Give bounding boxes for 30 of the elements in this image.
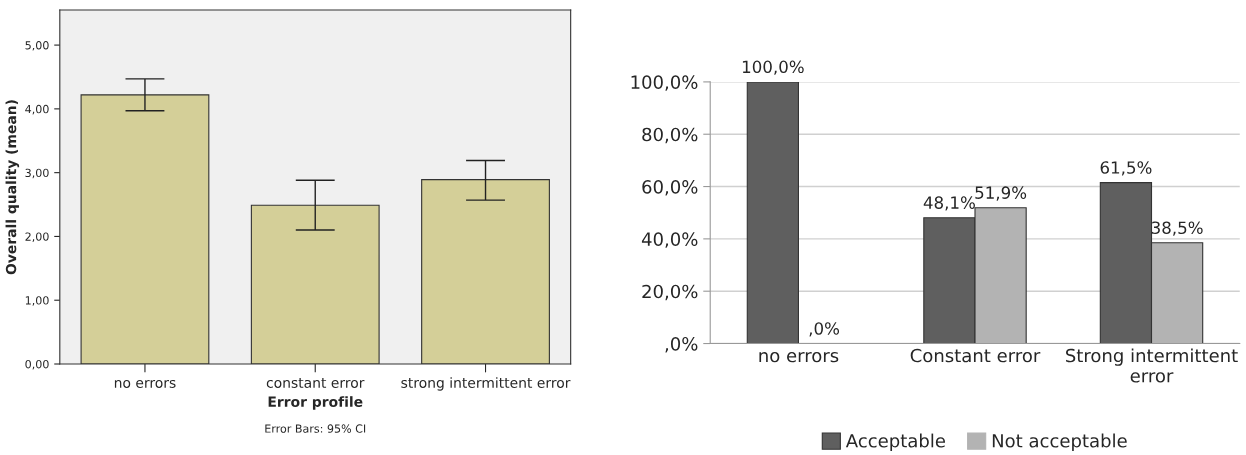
x-tick-label: no errors bbox=[759, 351, 839, 363]
legend-label: Acceptable bbox=[845, 433, 945, 452]
y-axis-title: Overall quality (mean) bbox=[5, 100, 20, 275]
data-label: 38,5% bbox=[1151, 221, 1203, 236]
bar bbox=[746, 81, 800, 344]
text: Error Bars: 95% CI bbox=[265, 424, 366, 433]
y-tick-label: 80,0% bbox=[642, 127, 698, 144]
y-tick-label: 4,00 bbox=[25, 104, 49, 115]
y-tick-label: 0,00 bbox=[25, 359, 49, 370]
data-label: ,0% bbox=[809, 322, 840, 337]
data-label: 61,5% bbox=[1100, 161, 1152, 176]
data-label: 100,0% bbox=[742, 60, 804, 75]
x-tick-label: strong intermittent error bbox=[401, 377, 571, 391]
y-tick-label: ,0% bbox=[665, 336, 698, 353]
y-tick-label: 40,0% bbox=[641, 232, 698, 248]
x-tick-label: constant error bbox=[266, 378, 365, 388]
x-tick-label: no errors bbox=[114, 379, 176, 388]
data-label: 48,1% bbox=[923, 196, 975, 211]
y-tick-label: 2,00 bbox=[25, 232, 49, 242]
x-axis-title: Error profile bbox=[268, 396, 363, 410]
x-tick-label: Strong intermittent error bbox=[1066, 348, 1238, 383]
x-tick-label: Constant error bbox=[910, 348, 1041, 363]
y-tick-label: 3,00 bbox=[25, 168, 49, 179]
data-label: 51,9% bbox=[975, 186, 1027, 201]
y-tick-label: 1,00 bbox=[25, 296, 49, 306]
y-tick-label: 5,00 bbox=[25, 41, 49, 51]
y-tick-label: 20,0% bbox=[642, 284, 698, 301]
y-tick-label: 100,0% bbox=[631, 75, 698, 91]
y-tick-label: 60,0% bbox=[642, 180, 698, 196]
legend-label: Not acceptable bbox=[992, 433, 1127, 452]
